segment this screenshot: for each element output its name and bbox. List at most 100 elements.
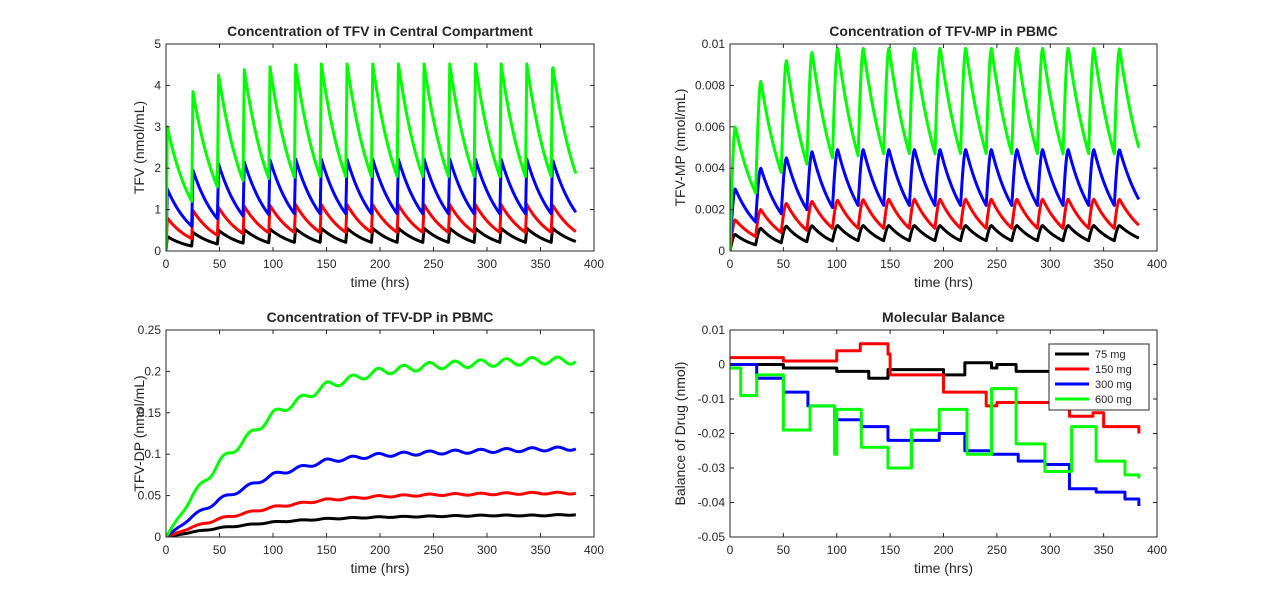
chart-title: Concentration of TFV-MP in PBMC: [829, 23, 1057, 39]
series-line-2: [730, 363, 1141, 506]
y-tick-label: 0.05: [138, 489, 162, 503]
x-tick-label: 250: [987, 257, 1007, 271]
series-line-0: [730, 361, 1141, 380]
x-tick-label: 0: [727, 543, 734, 557]
series-group: [730, 342, 1141, 506]
plot-area: [166, 330, 594, 537]
y-tick-label: -0.04: [698, 496, 726, 510]
series-line-1: [166, 490, 577, 537]
y-tick-label: 3: [154, 120, 161, 134]
series-line-1: [166, 203, 577, 251]
x-tick-label: 100: [263, 257, 283, 271]
x-tick-label: 0: [163, 257, 170, 271]
x-tick-label: 350: [1094, 543, 1114, 557]
y-axis-label: TFV-DP (nmol/mL): [131, 375, 147, 491]
y-axis-label: TFV-MP (nmol/mL): [672, 89, 688, 207]
legend-label: 600 mg: [1095, 394, 1132, 406]
x-tick-label: 300: [1040, 543, 1060, 557]
x-tick-label: 300: [477, 257, 497, 271]
x-tick-label: 250: [423, 257, 443, 271]
y-tick-label: 2: [154, 161, 161, 175]
x-tick-label: 150: [880, 257, 900, 271]
legend: 75 mg 150 mg 300 mg 600 mg: [1048, 343, 1150, 411]
y-tick-label: -0.01: [698, 392, 726, 406]
x-tick-label: 250: [987, 543, 1007, 557]
y-tick-label: 5: [154, 37, 161, 51]
x-tick-label: 350: [1094, 257, 1114, 271]
y-tick-label: 0: [718, 358, 725, 372]
chart-title: Concentration of TFV-DP in PBMC: [267, 309, 494, 325]
x-tick-label: 350: [530, 543, 550, 557]
x-axis-label: time (hrs): [350, 560, 409, 576]
x-axis-label: time (hrs): [350, 274, 409, 290]
series-line-3: [730, 366, 1141, 479]
x-tick-label: 300: [1040, 257, 1060, 271]
x-tick-label: 400: [1147, 543, 1167, 557]
y-tick-label: 0.15: [138, 406, 162, 420]
legend-label: 150 mg: [1095, 364, 1132, 376]
y-tick-label: 0.006: [695, 120, 725, 134]
x-tick-label: 0: [163, 543, 170, 557]
y-tick-label: -0.02: [698, 427, 726, 441]
x-tick-label: 250: [423, 543, 443, 557]
x-tick-label: 100: [827, 543, 847, 557]
x-tick-label: 150: [880, 543, 900, 557]
series-line-2: [730, 148, 1141, 251]
y-tick-label: 0.2: [144, 364, 161, 378]
series-line-1: [730, 342, 1141, 434]
y-tick-label: 1: [154, 203, 161, 217]
y-tick-label: 0.25: [138, 323, 162, 337]
x-tick-label: 100: [263, 543, 283, 557]
x-axis-label: time (hrs): [914, 274, 973, 290]
series-line-3: [166, 355, 577, 537]
x-tick-label: 200: [933, 543, 953, 557]
x-tick-label: 400: [584, 257, 604, 271]
x-tick-label: 50: [777, 543, 791, 557]
chart-tfv_central: 0 50 100 150 200 250 300 350 400 0 1 2 3 4 5 Concentrat…: [131, 23, 604, 290]
chart-title: Molecular Balance: [882, 309, 1005, 325]
y-tick-label: 0.004: [695, 161, 725, 175]
series-line-0: [730, 224, 1140, 251]
x-tick-label: 50: [213, 257, 227, 271]
y-tick-label: 0: [154, 244, 161, 258]
y-tick-label: 0: [718, 244, 725, 258]
x-tick-label: 150: [316, 257, 336, 271]
series-group: [730, 46, 1141, 251]
x-tick-label: 300: [477, 543, 497, 557]
y-tick-label: 0.002: [695, 203, 725, 217]
series-line-3: [730, 46, 1141, 251]
x-tick-label: 350: [530, 257, 550, 271]
x-tick-label: 200: [370, 543, 390, 557]
x-tick-label: 0: [727, 257, 734, 271]
y-axis-label: TFV (nmol/mL): [131, 101, 147, 194]
chart-balance: 0 50 100 150 200 250 300 350 400 0.01 0 -0.01 -0.02 -…: [672, 309, 1167, 576]
x-tick-label: 400: [584, 543, 604, 557]
y-tick-label: 0.01: [702, 37, 726, 51]
x-tick-label: 200: [370, 257, 390, 271]
y-tick-label: 0.01: [702, 323, 726, 337]
chart-title: Concentration of TFV in Central Compartm…: [227, 23, 533, 39]
y-tick-label: -0.03: [698, 461, 726, 475]
x-tick-label: 150: [316, 543, 336, 557]
y-tick-label: 0.1: [144, 447, 161, 461]
legend-label: 300 mg: [1095, 379, 1132, 391]
series-line-2: [166, 445, 577, 537]
y-tick-label: 4: [154, 78, 161, 92]
chart-tfv_dp: 0 50 100 150 200 250 300 350 400 0 0.05 0.1 0.15 0.2 0…: [131, 309, 604, 576]
series-line-0: [166, 226, 577, 251]
x-tick-label: 50: [213, 543, 227, 557]
y-tick-label: 0: [154, 530, 161, 544]
series-group: [166, 62, 578, 251]
x-tick-label: 200: [933, 257, 953, 271]
chart-tfv_mp: 0 50 100 150 200 250 300 350 400 0 0.002 0.004 0.006…: [672, 23, 1167, 290]
x-axis-label: time (hrs): [914, 560, 973, 576]
y-axis-label: Balance of Drug (nmol): [672, 362, 688, 506]
series-line-3: [166, 62, 578, 251]
x-tick-label: 50: [777, 257, 791, 271]
series-line-0: [166, 513, 577, 537]
y-tick-label: -0.05: [698, 530, 726, 544]
series-line-2: [166, 157, 578, 251]
series-group: [166, 355, 577, 537]
y-tick-label: 0.008: [695, 78, 725, 92]
